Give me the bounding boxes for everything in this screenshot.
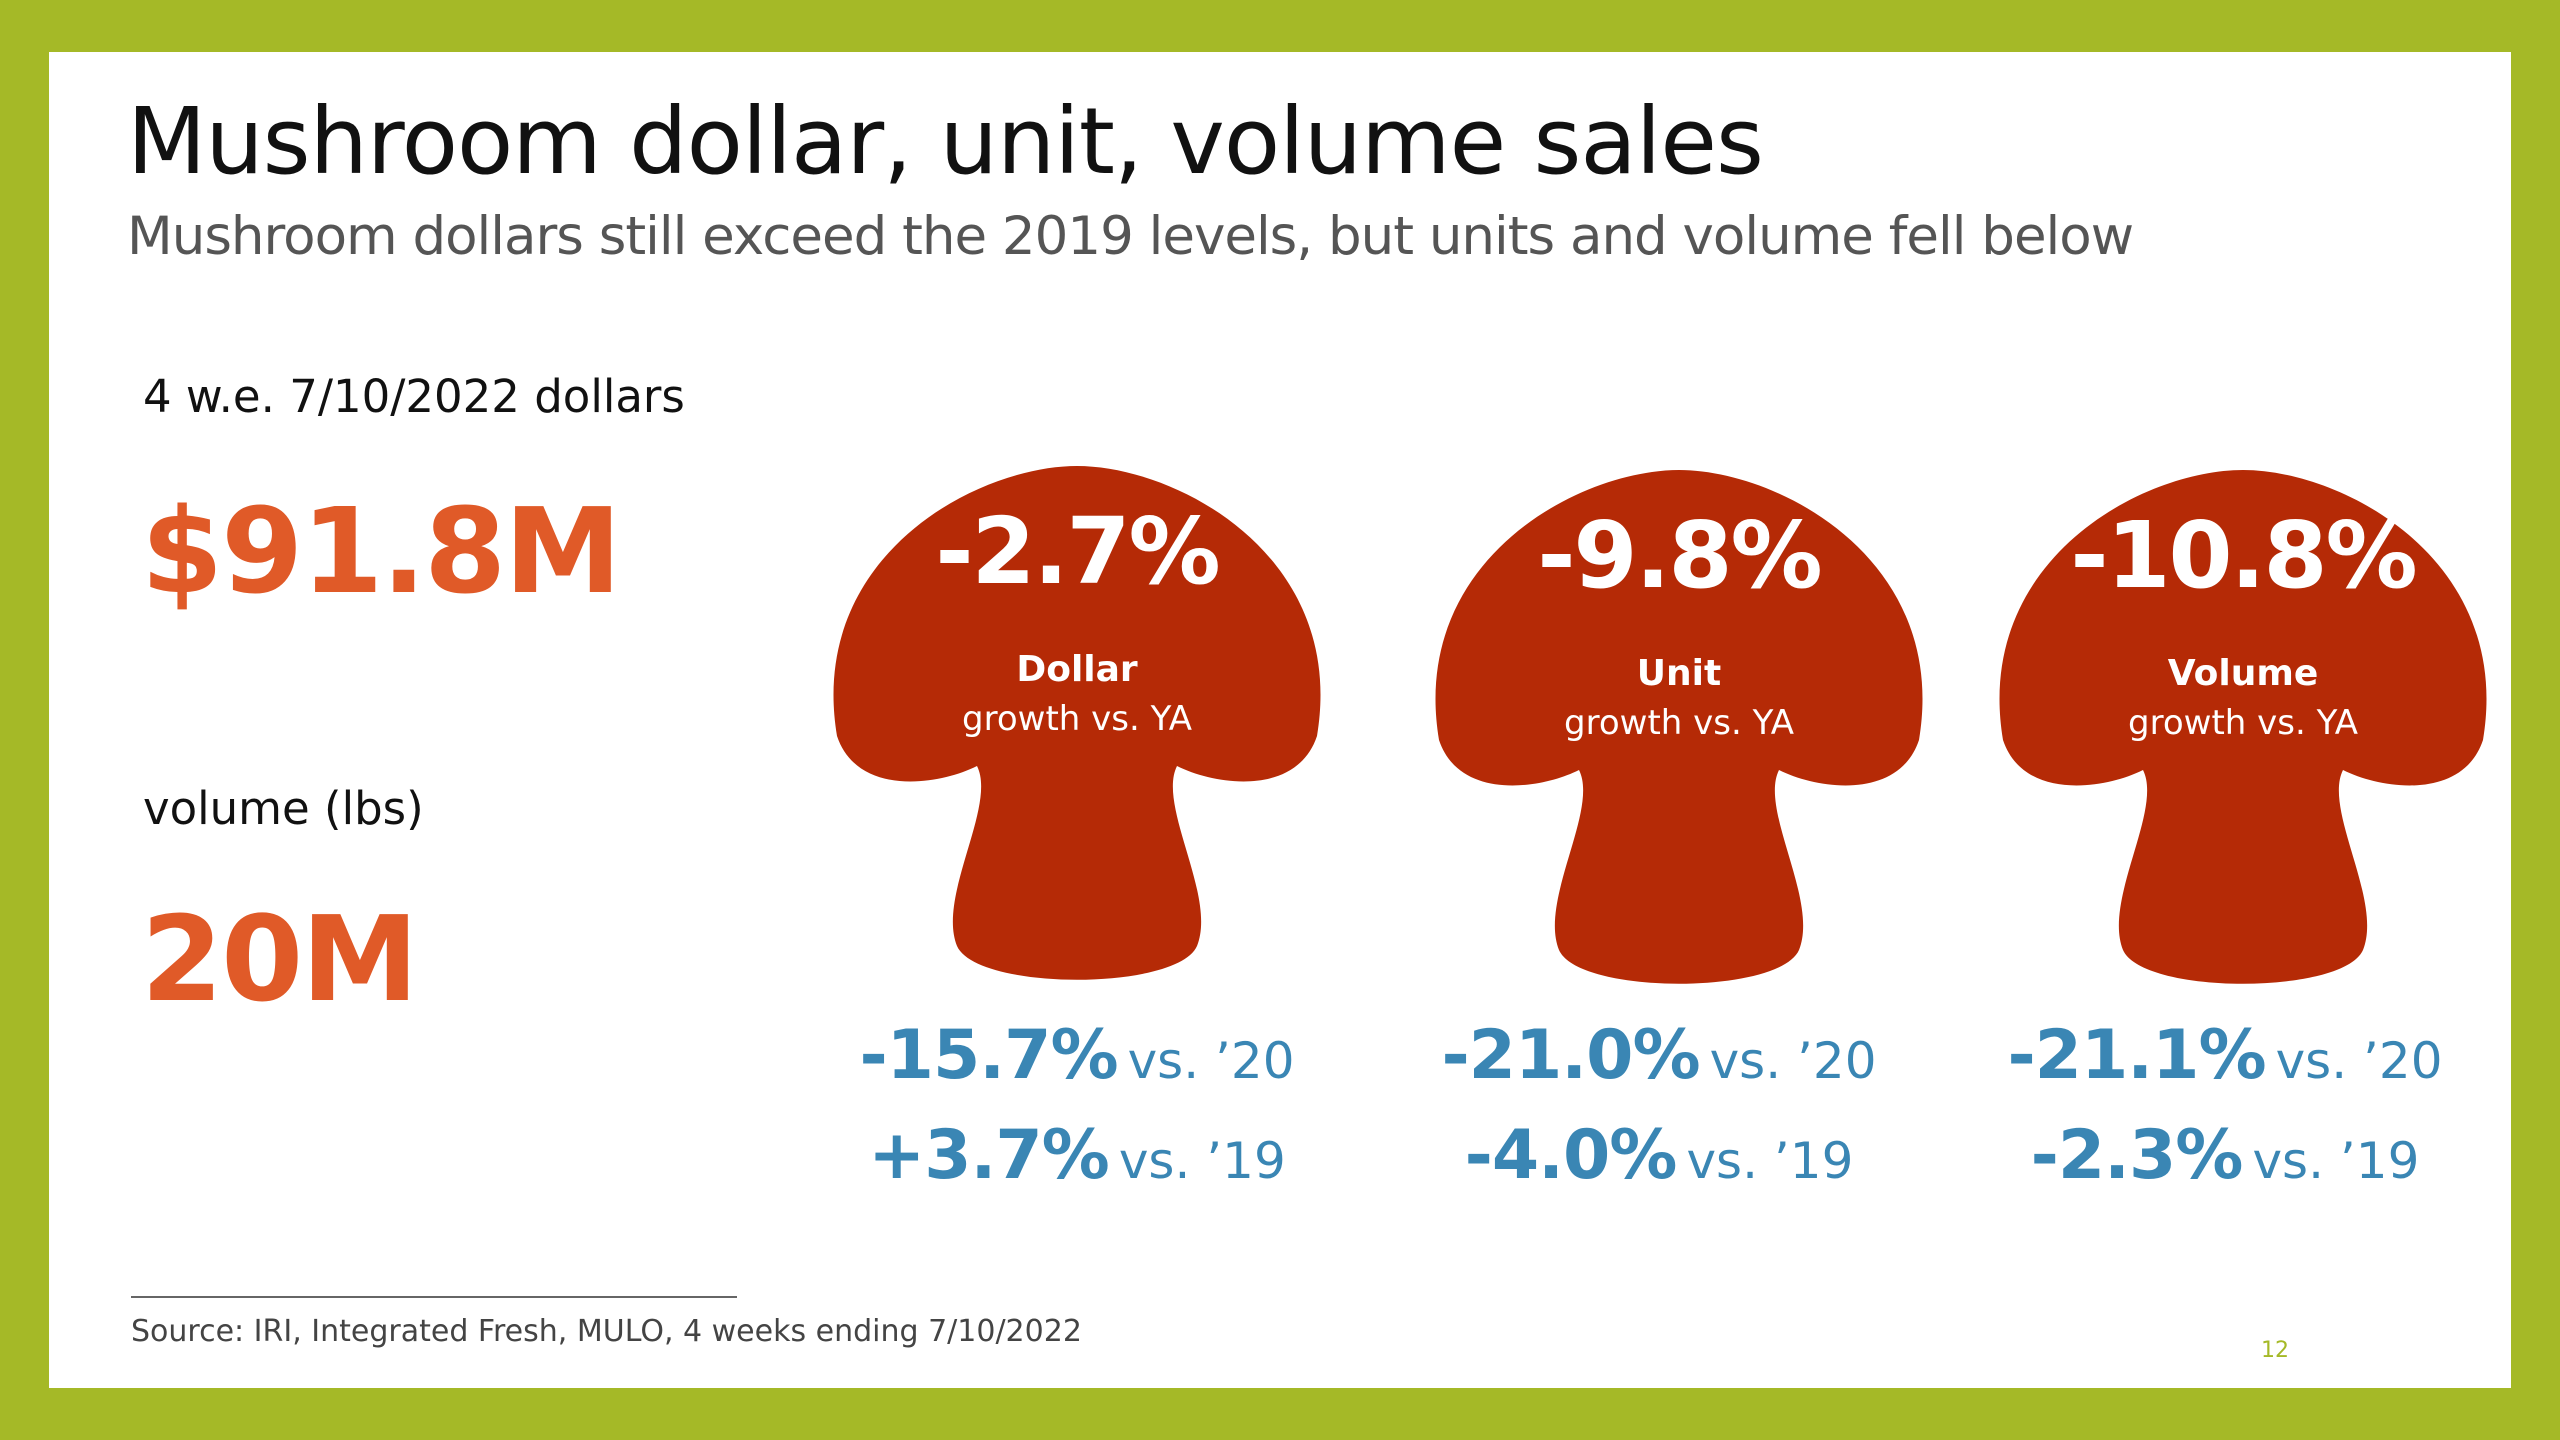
dollars-label: 4 w.e. 7/10/2022 dollars: [143, 370, 685, 423]
unit-vs-20-label: vs. ’20: [1709, 1032, 1877, 1090]
footer-divider: [131, 1296, 737, 1298]
volume-growth-label: Volume: [2167, 653, 2319, 694]
unit-growth-pct: -9.8%: [1537, 502, 1822, 609]
unit-vs-19: -4.0% vs. ’19: [1379, 1122, 1939, 1190]
dollar-growth-pct: -2.7%: [935, 498, 1220, 605]
volume-growth-sub: growth vs. YA: [2128, 703, 2358, 743]
dollar-growth-sub: growth vs. YA: [962, 699, 1192, 739]
unit-growth-label: Unit: [1636, 653, 1722, 694]
volume-growth-mushroom: -10.8% Volume growth vs. YA: [1983, 470, 2503, 990]
unit-vs-19-label: vs. ’19: [1686, 1132, 1854, 1190]
volume-label: volume (lbs): [143, 782, 424, 835]
volume-vs-20: -21.1% vs. ’20: [1945, 1022, 2505, 1090]
slide-title: Mushroom dollar, unit, volume sales: [127, 88, 1764, 195]
source-note: Source: IRI, Integrated Fresh, MULO, 4 w…: [131, 1314, 1082, 1349]
volume-vs-20-label: vs. ’20: [2275, 1032, 2443, 1090]
unit-vs-19-value: -4.0%: [1464, 1116, 1678, 1195]
mushroom-icon: [1435, 470, 1923, 984]
slide: Mushroom dollar, unit, volume sales Mush…: [49, 52, 2511, 1388]
volume-vs-19: -2.3% vs. ’19: [1945, 1122, 2505, 1190]
dollar-vs-19-label: vs. ’19: [1118, 1132, 1286, 1190]
dollars-value: $91.8M: [141, 482, 622, 620]
unit-vs-20: -21.0% vs. ’20: [1379, 1022, 1939, 1090]
dollar-vs-20-label: vs. ’20: [1127, 1032, 1295, 1090]
dollar-vs-19-value: +3.7%: [868, 1116, 1110, 1195]
dollar-vs-20: -15.7% vs. ’20: [797, 1022, 1357, 1090]
mushroom-icon: [833, 466, 1321, 980]
unit-growth-mushroom: -9.8% Unit growth vs. YA: [1419, 470, 1939, 990]
volume-vs-19-value: -2.3%: [2030, 1116, 2244, 1195]
volume-value: 20M: [141, 890, 419, 1028]
dollar-growth-mushroom: -2.7% Dollar growth vs. YA: [817, 466, 1337, 986]
volume-growth-pct: -10.8%: [2070, 502, 2417, 609]
dollar-vs-20-value: -15.7%: [859, 1016, 1118, 1095]
mushroom-icon: [1999, 470, 2487, 984]
volume-vs-19-label: vs. ’19: [2252, 1132, 2420, 1190]
dollar-growth-label: Dollar: [1016, 649, 1138, 690]
slide-subtitle: Mushroom dollars still exceed the 2019 l…: [127, 206, 2134, 267]
page-number: 12: [2261, 1338, 2289, 1363]
volume-vs-20-value: -21.1%: [2007, 1016, 2266, 1095]
dollar-vs-19: +3.7% vs. ’19: [797, 1122, 1357, 1190]
unit-vs-20-value: -21.0%: [1441, 1016, 1700, 1095]
unit-growth-sub: growth vs. YA: [1564, 703, 1794, 743]
